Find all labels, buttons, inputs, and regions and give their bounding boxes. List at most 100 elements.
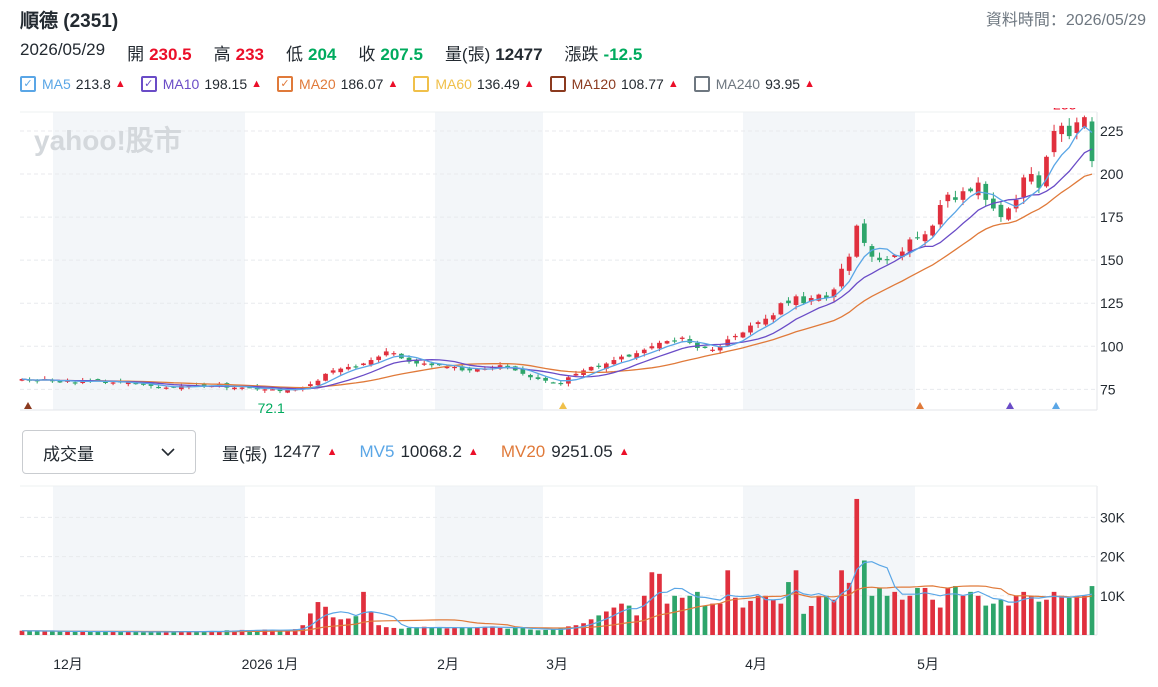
candle <box>945 194 951 202</box>
volume-bar <box>361 591 366 635</box>
candle <box>611 360 617 365</box>
candle <box>1013 199 1019 209</box>
volume-bar <box>892 591 898 635</box>
volume-bar <box>740 607 746 635</box>
candle <box>1044 156 1049 187</box>
candle <box>869 246 875 257</box>
volume-bar <box>353 616 359 635</box>
volume-bar <box>201 631 207 635</box>
volume-toolbar: 成交量 量(張) 12477 ▲ MV5 10068.2 ▲ MV20 9251.05 ▲ <box>22 430 652 474</box>
volume-bar <box>634 615 640 635</box>
month-label: 5月 <box>917 656 939 672</box>
volume-bar <box>573 625 579 635</box>
volume-bar <box>262 629 268 635</box>
low-value: 204 <box>308 45 337 64</box>
volume-bar <box>368 612 374 635</box>
candle <box>452 366 457 369</box>
candle <box>558 382 564 385</box>
up-triangle-icon: ▲ <box>387 78 399 90</box>
volume-bar <box>72 631 78 635</box>
ma-toggle-ma240[interactable]: MA240 93.95 ▲ <box>693 76 815 92</box>
ma5-line <box>21 125 1093 391</box>
candle <box>421 363 427 365</box>
candle <box>232 387 237 390</box>
volume-bar <box>391 627 397 635</box>
volume-bar <box>444 628 450 635</box>
volume-bar <box>421 626 427 635</box>
min-price-label: 72.1 <box>258 400 285 413</box>
candle <box>270 389 275 391</box>
y-tick-label: 100 <box>1100 338 1124 354</box>
up-triangle-icon: ▲ <box>523 78 535 90</box>
volume-bar <box>679 597 685 635</box>
data-time: 資料時間：2026/05/29 <box>985 12 1146 29</box>
volume-bar <box>505 628 511 635</box>
candle <box>801 296 806 304</box>
high-value: 233 <box>235 45 265 64</box>
candle <box>72 382 78 384</box>
indicator-select-label: 成交量 <box>43 444 94 464</box>
ma20-line <box>21 173 1093 389</box>
y-tick-label: 75 <box>1100 381 1116 397</box>
volume-bar <box>1013 595 1019 635</box>
candle <box>922 234 928 242</box>
candle <box>125 382 131 385</box>
ma-toggle-ma60[interactable]: MA60 136.49 ▲ <box>413 76 535 92</box>
volume-bar <box>224 630 230 635</box>
volume-bar <box>490 626 495 635</box>
up-triangle-icon: ▲ <box>667 78 679 90</box>
volume-bar <box>1028 595 1034 635</box>
candle <box>103 381 108 384</box>
candle <box>361 363 366 366</box>
up-triangle-icon: ▲ <box>114 78 126 90</box>
signal-triangle-icon <box>1006 402 1014 409</box>
indicator-select[interactable]: 成交量 <box>22 430 196 474</box>
candle <box>839 268 844 287</box>
volume-bar <box>376 625 382 635</box>
candle <box>679 337 685 339</box>
ma-toggle-ma5[interactable]: ✓ MA5 213.8 ▲ <box>20 76 126 92</box>
volume-bar <box>27 631 32 635</box>
volume-bar <box>65 631 70 635</box>
month-band <box>435 486 543 635</box>
candle <box>474 368 480 372</box>
change-value: -12.5 <box>603 45 643 64</box>
checkbox-checked-icon: ✓ <box>277 76 294 92</box>
volume-bar <box>998 599 1004 635</box>
ma-toggle-ma20[interactable]: ✓ MA20 186.07 ▲ <box>277 76 398 92</box>
quote-volume: 量(張) 12477 <box>445 40 543 65</box>
candle <box>907 239 913 252</box>
candle <box>770 315 776 320</box>
ma-name: MA60 <box>435 76 472 92</box>
quote-summary: 2026/05/29 開 230.5 高 233 低 204 收 207.5 量(張) 1… <box>20 40 664 65</box>
volume-bar <box>19 630 25 635</box>
candle <box>368 360 374 365</box>
quote-change: 漲跌 -12.5 <box>565 40 643 65</box>
candle <box>1028 174 1034 182</box>
volume-bar <box>232 630 237 635</box>
quote-high: 高 233 <box>214 40 264 65</box>
checkbox-empty-icon <box>413 76 430 92</box>
candle <box>1089 121 1095 162</box>
volume-bar <box>323 606 328 635</box>
signal-triangle-icon <box>559 402 567 409</box>
ma-toggle-ma120[interactable]: MA120 108.77 ▲ <box>549 76 679 92</box>
volume-bar <box>497 627 503 635</box>
candle <box>960 191 966 200</box>
volume-bar <box>877 587 882 635</box>
checkbox-empty-icon <box>549 76 566 92</box>
candle <box>748 325 753 333</box>
ma-toggle-ma10[interactable]: ✓ MA10 198.15 ▲ <box>140 76 262 92</box>
volume-bar <box>194 631 199 635</box>
volume-bar <box>786 582 791 635</box>
quote-low: 低 204 <box>286 40 336 65</box>
candle <box>573 373 579 376</box>
volume-bar <box>1066 597 1072 635</box>
volume-bar <box>1082 595 1087 635</box>
volume-bar <box>839 570 844 635</box>
volume-bar <box>725 570 731 635</box>
volume-bar <box>907 595 913 635</box>
candle <box>899 251 905 258</box>
volume-bar <box>148 631 154 635</box>
volume-bar <box>186 631 192 635</box>
